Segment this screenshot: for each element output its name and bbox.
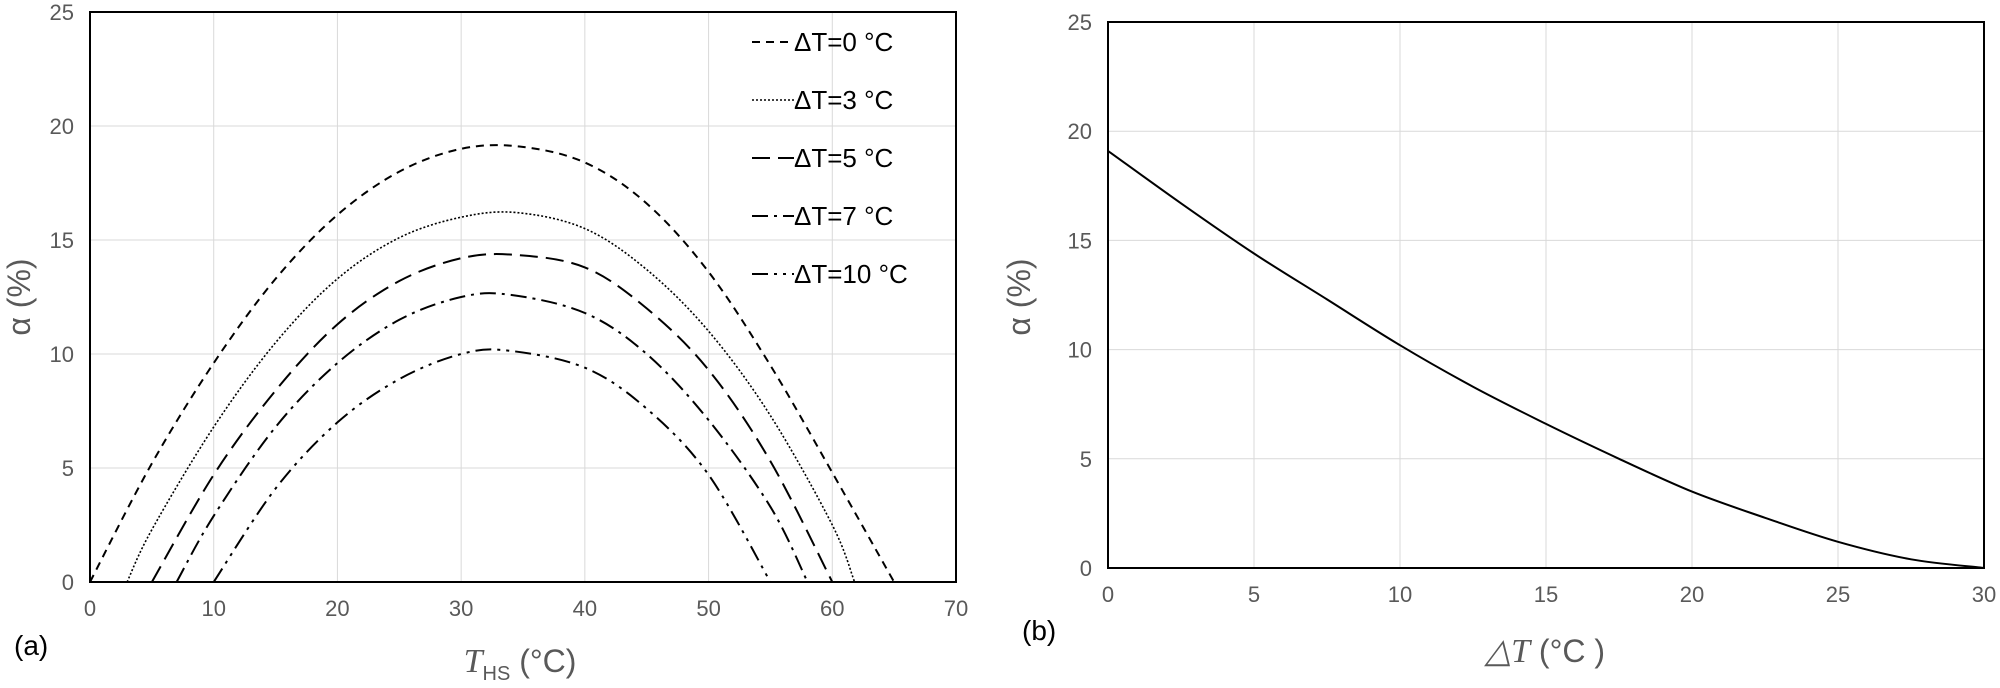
chart-a-legend-label: ΔT=7 °C <box>794 201 893 231</box>
chart-a-y-ticks: 0 5 10 15 20 25 <box>50 0 74 595</box>
chart-b-y-tick-label: 25 <box>1068 10 1092 35</box>
chart-b-x-tick-label: 0 <box>1102 582 1114 607</box>
chart-a-series <box>89 144 895 583</box>
chart-a-legend-label: ΔT=0 °C <box>794 27 893 57</box>
chart-b-x-tick-label: 15 <box>1534 582 1558 607</box>
chart-a-x-tick-label: 30 <box>449 596 473 621</box>
chart-a-y-tick-label: 5 <box>62 456 74 481</box>
chart-a-x-tick-label: 70 <box>944 596 968 621</box>
chart-a-x-ticks: 0 10 20 30 40 50 60 70 <box>84 596 968 621</box>
chart-b-series-line-1 <box>1107 150 1985 569</box>
chart-a-y-tick-label: 15 <box>50 228 74 253</box>
chart-a-panel-label: (a) <box>14 630 48 661</box>
chart-a-y-tick-label: 20 <box>50 114 74 139</box>
chart-b-x-tick-label: 10 <box>1388 582 1412 607</box>
chart-b-x-tick-label: 30 <box>1972 582 1996 607</box>
chart-b-y-tick-label: 0 <box>1080 556 1092 581</box>
chart-b-x-axis-label-main: △T <box>1484 633 1532 670</box>
chart-b-series <box>1107 150 1985 569</box>
chart-a-x-tick-label: 0 <box>84 596 96 621</box>
chart-b-y-tick-label: 10 <box>1068 338 1092 363</box>
chart-a-plot-frame <box>89 11 957 583</box>
chart-a-x-tick-label: 40 <box>573 596 597 621</box>
chart-a-x-axis-label-main: T <box>464 643 485 680</box>
chart-b-y-tick-label: 5 <box>1080 447 1092 472</box>
chart-b: 0 5 10 15 20 25 30 0 5 10 15 20 25 (b) α (%) △T (°C… <box>1001 10 1996 670</box>
chart-b-plot-frame <box>1107 21 1985 569</box>
chart-a-x-tick-label: 60 <box>820 596 844 621</box>
chart-a-legend-label: ΔT=10 °C <box>794 259 908 289</box>
chart-a-y-tick-label: 0 <box>62 570 74 595</box>
chart-a-legend: ΔT=0 °C ΔT=3 °C ΔT=5 °C ΔT=7 °C ΔT=10 °C <box>752 27 908 289</box>
chart-b-x-ticks: 0 5 10 15 20 25 30 <box>1102 582 1996 607</box>
chart-b-x-axis-label: △T (°C ) <box>1484 633 1605 670</box>
chart-a: 0 10 20 30 40 50 60 70 0 5 10 15 20 25 ΔT=0 °C ΔT=3 °… <box>1 0 968 685</box>
chart-a-series-line-2 <box>126 211 856 583</box>
chart-b-y-tick-label: 20 <box>1068 119 1092 144</box>
chart-a-x-tick-label: 50 <box>696 596 720 621</box>
chart-b-x-tick-label: 20 <box>1680 582 1704 607</box>
chart-a-x-axis-label-unit: (°C) <box>510 643 576 679</box>
chart-b-grid <box>1107 21 1985 569</box>
chart-a-y-tick-label: 25 <box>50 0 74 25</box>
chart-a-x-tick-label: 20 <box>325 596 349 621</box>
chart-b-y-tick-label: 15 <box>1068 228 1092 253</box>
chart-a-x-tick-label: 10 <box>201 596 225 621</box>
chart-b-y-axis-label: α (%) <box>1001 258 1037 335</box>
chart-b-x-tick-label: 25 <box>1826 582 1850 607</box>
chart-a-y-axis-label: α (%) <box>1 258 37 335</box>
chart-b-x-axis-label-unit: (°C ) <box>1530 633 1605 669</box>
chart-a-series-line-4 <box>175 292 809 583</box>
chart-b-y-ticks: 0 5 10 15 20 25 <box>1068 10 1092 581</box>
chart-a-x-axis-label-subscript: HS <box>483 663 511 685</box>
chart-b-panel-label: (b) <box>1022 615 1056 646</box>
chart-a-series-line-5 <box>212 348 772 583</box>
chart-a-legend-label: ΔT=5 °C <box>794 143 893 173</box>
chart-a-series-line-1 <box>89 144 895 583</box>
chart-a-series-line-3 <box>151 253 834 583</box>
chart-b-x-tick-label: 5 <box>1248 582 1260 607</box>
chart-a-x-axis-label: THS (°C) <box>464 643 577 685</box>
chart-a-legend-label: ΔT=3 °C <box>794 85 893 115</box>
chart-a-y-tick-label: 10 <box>50 342 74 367</box>
